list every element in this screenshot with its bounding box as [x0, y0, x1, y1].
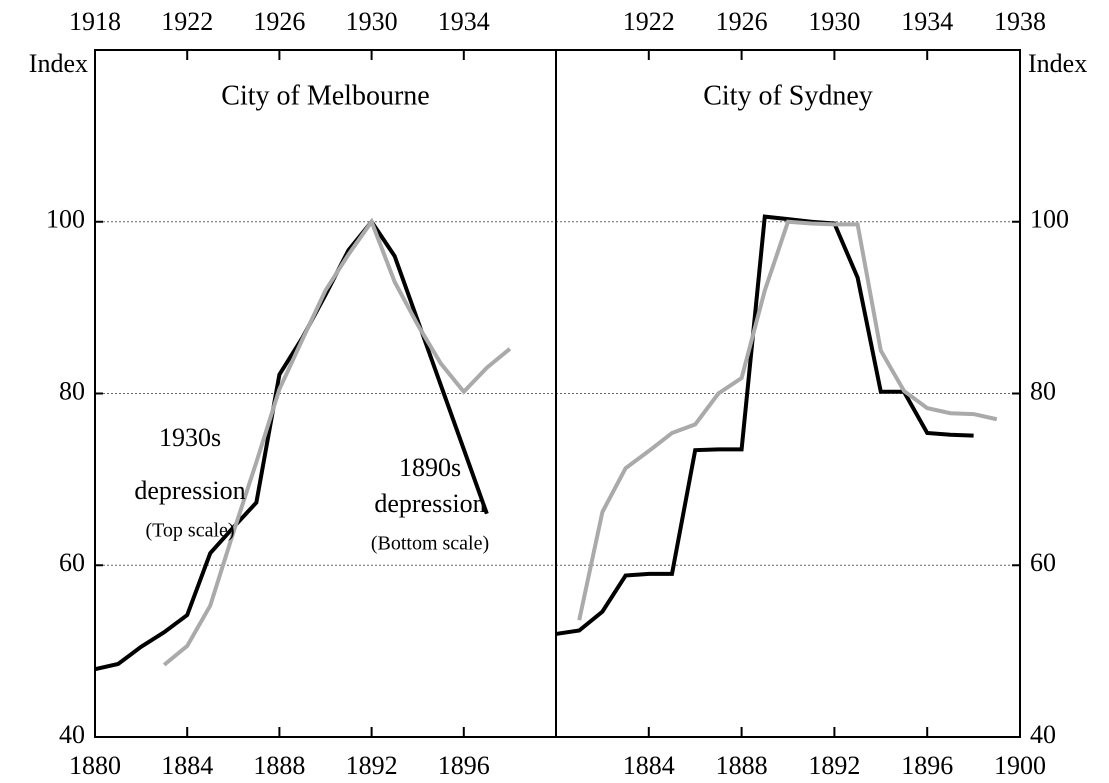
y-tick-label: 80: [59, 376, 85, 405]
annotation: (Top scale): [145, 520, 234, 542]
panel-title: City of Sydney: [703, 80, 873, 111]
y-tick-label: 40: [59, 720, 85, 749]
x2-tick-label: 1926: [253, 7, 305, 36]
annotation: depression: [134, 476, 245, 505]
x2-tick-label: 1930: [808, 7, 860, 36]
x2-tick-label: 1922: [623, 7, 675, 36]
x2-tick-label: 1934: [438, 7, 490, 36]
series-line: [555, 214, 974, 636]
panel-title: City of Melbourne: [221, 80, 429, 111]
x2-tick-label: 1926: [716, 7, 768, 36]
annotation: depression: [374, 489, 485, 518]
x-tick-label: 1888: [716, 751, 768, 780]
x-tick-label: 1896: [438, 751, 490, 780]
x-tick-label: 1884: [623, 751, 675, 780]
x2-tick-label: 1922: [161, 7, 213, 36]
y-tick-label: 80: [1030, 376, 1056, 405]
x-tick-label: 1880: [69, 751, 121, 780]
annotation: 1930s: [159, 423, 221, 452]
y-tick-label: 100: [46, 205, 85, 234]
x-tick-label: 1900: [994, 751, 1046, 780]
y-tick-label: 40: [1030, 720, 1056, 749]
plot-frame: [94, 49, 1021, 738]
x-tick-label: 1892: [808, 751, 860, 780]
y-axis-label: Index: [29, 49, 88, 78]
annotation: 1890s: [399, 453, 461, 482]
series-line: [577, 219, 998, 621]
x-tick-label: 1896: [901, 751, 953, 780]
x-tick-label: 1888: [253, 751, 305, 780]
series-line: [162, 217, 512, 667]
x2-tick-label: 1918: [69, 7, 121, 36]
x-tick-label: 1892: [346, 751, 398, 780]
y-tick-label: 100: [1030, 205, 1069, 234]
y-axis-label: Index: [1028, 49, 1087, 78]
x-tick-label: 1884: [161, 751, 213, 780]
y-tick-label: 60: [59, 548, 85, 577]
x2-tick-label: 1938: [994, 7, 1046, 36]
x2-tick-label: 1930: [346, 7, 398, 36]
x2-tick-label: 1934: [901, 7, 953, 36]
annotation: (Bottom scale): [371, 533, 489, 555]
y-tick-label: 60: [1030, 548, 1056, 577]
series-line: [94, 218, 489, 672]
